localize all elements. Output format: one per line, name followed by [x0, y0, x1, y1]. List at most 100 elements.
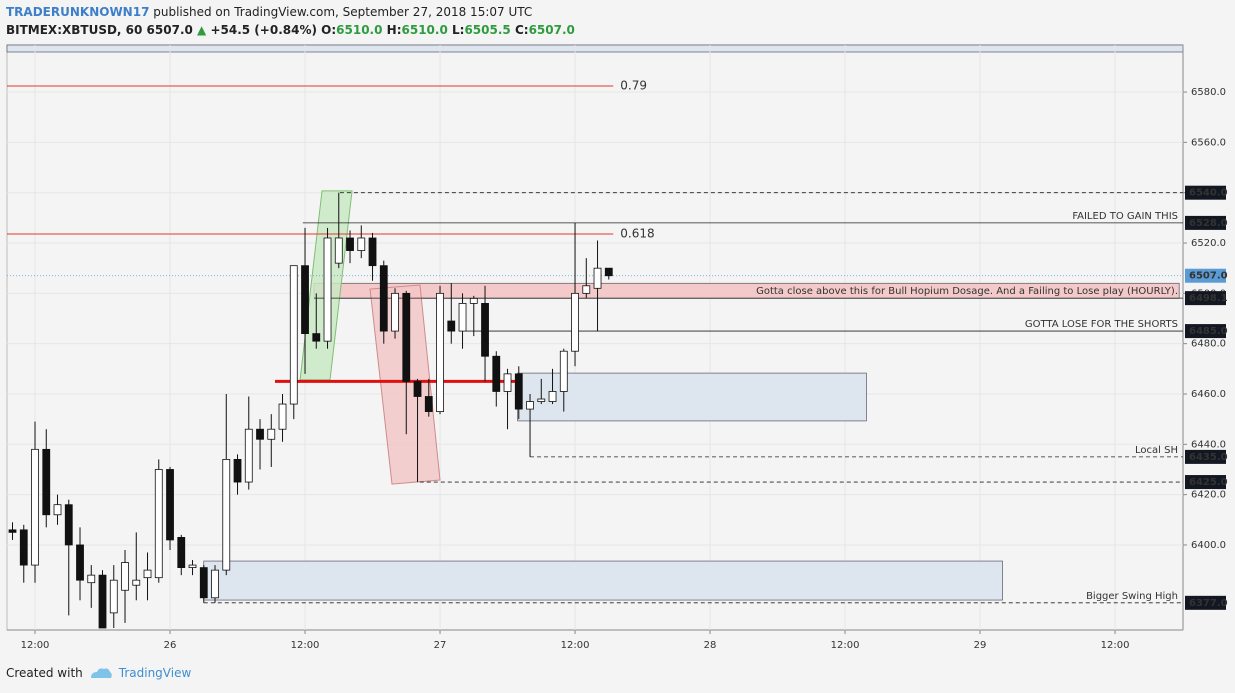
candle-body [121, 562, 129, 591]
level-tag-label: 6540.0 [1189, 188, 1228, 199]
header: TRADERUNKNOWN17 published on TradingView… [6, 3, 575, 39]
candle-body [424, 396, 433, 413]
level-tag [1185, 215, 1226, 230]
y-tick-label: 6420.0 [1191, 490, 1226, 501]
candle-body [526, 401, 534, 410]
candle-body [379, 265, 388, 332]
channel [369, 284, 441, 485]
candle-body [154, 469, 163, 579]
level-tag [1185, 449, 1226, 464]
logo [90, 668, 112, 678]
candle-body [256, 428, 264, 440]
level-tag [1185, 475, 1226, 490]
candle-body [514, 373, 523, 410]
x-tick-label: 12:00 [831, 640, 860, 651]
h: 6510.0 [401, 23, 448, 37]
candle-body [548, 391, 557, 402]
candle-body [571, 292, 579, 352]
published: published on TradingView.com, September … [153, 5, 533, 19]
candle-body [222, 459, 231, 571]
candle-body [391, 292, 399, 332]
candle-body [177, 537, 186, 568]
top-band [6, 44, 1184, 53]
candle-body [8, 529, 17, 533]
candle-body [267, 428, 276, 440]
candle-body [492, 355, 501, 392]
brand: TradingView [118, 666, 192, 680]
footer: Created with TradingView [6, 666, 191, 680]
candle-body [132, 579, 141, 586]
level-tag-label: 6377.0 [1189, 598, 1228, 609]
arrow: ▲ [197, 23, 207, 37]
chart: 6400.06420.06440.06460.06480.06500.06520… [6, 44, 1228, 651]
level-tag [1185, 324, 1226, 339]
level-note: Local SH [1135, 445, 1178, 456]
zone-box [517, 372, 867, 422]
candle-body [233, 459, 242, 483]
y-tick-label: 6560.0 [1191, 137, 1226, 148]
x-tick-label: 29 [974, 640, 987, 651]
level-tag [1185, 595, 1226, 610]
level-note: Bigger Swing High [1086, 591, 1178, 602]
candle-body [188, 564, 197, 568]
y-tick-label: 6400.0 [1191, 540, 1226, 551]
candle-body [87, 574, 96, 584]
candle-body [481, 303, 489, 357]
level-note: FAILED TO GAIN THIS [1072, 211, 1178, 222]
candle-body [447, 320, 456, 332]
level-tag-label: 6485.0 [1189, 326, 1228, 337]
y-tick-label: 6460.0 [1191, 389, 1226, 400]
y-tick-label: 6520.0 [1191, 238, 1226, 249]
l: 6505.5 [464, 23, 511, 37]
candle-body [19, 529, 28, 566]
current-tag-label: 6507.0 [1189, 271, 1228, 282]
candle-body [323, 237, 332, 342]
candle-body [301, 265, 309, 335]
o-label: O: [321, 23, 337, 37]
x-tick-label: 12:00 [21, 640, 50, 651]
candle-body [278, 403, 287, 430]
level-tag-label: 6528.0 [1189, 218, 1228, 229]
candle-body [503, 373, 512, 392]
level-tag [1185, 291, 1226, 306]
x-tick-label: 12:00 [291, 640, 320, 651]
level-tag-label: 6498.1 [1189, 293, 1228, 304]
candle-body [458, 303, 467, 332]
fib-label: 0.79 [620, 79, 647, 93]
last: 6507.0 [146, 23, 193, 37]
candle-body [559, 350, 568, 392]
author: TRADERUNKNOWN17 [6, 5, 150, 19]
candle-body [368, 237, 377, 267]
candle-body [199, 567, 208, 599]
candle-body [334, 237, 343, 264]
quote-line: BITMEX:XBTUSD, 60 6507.0 ▲ +54.5 (+0.84%… [6, 21, 575, 39]
x-tick-label: 26 [164, 640, 177, 651]
x-tick-label: 27 [434, 640, 447, 651]
level-note: Gotta close above this for Bull Hopium D… [756, 286, 1178, 297]
level-tag-label: 6425.0 [1189, 477, 1228, 488]
candle-body [436, 292, 444, 413]
candle-body [64, 504, 73, 546]
candle-body [244, 428, 253, 483]
y-tick-label: 6480.0 [1191, 339, 1226, 350]
candle-body [537, 398, 546, 402]
y-tick-label: 6580.0 [1191, 87, 1226, 98]
candle-body [312, 333, 321, 342]
symbol: BITMEX:XBTUSD, 60 [6, 23, 143, 37]
candle-body [98, 574, 107, 629]
candle-body [211, 569, 219, 599]
level-tag [1185, 185, 1226, 200]
c: 6507.0 [528, 23, 575, 37]
x-tick-label: 12:00 [1101, 640, 1130, 651]
h-label: H: [386, 23, 402, 37]
c-label: C: [514, 23, 529, 37]
candle-body [604, 267, 613, 277]
candle-body [53, 504, 62, 516]
candle-body [109, 579, 118, 614]
o: 6510.0 [336, 23, 383, 37]
change: +54.5 (+0.84%) [210, 23, 317, 37]
candle-body [582, 285, 591, 294]
candle-body [31, 448, 39, 566]
x-tick-label: 28 [704, 640, 717, 651]
